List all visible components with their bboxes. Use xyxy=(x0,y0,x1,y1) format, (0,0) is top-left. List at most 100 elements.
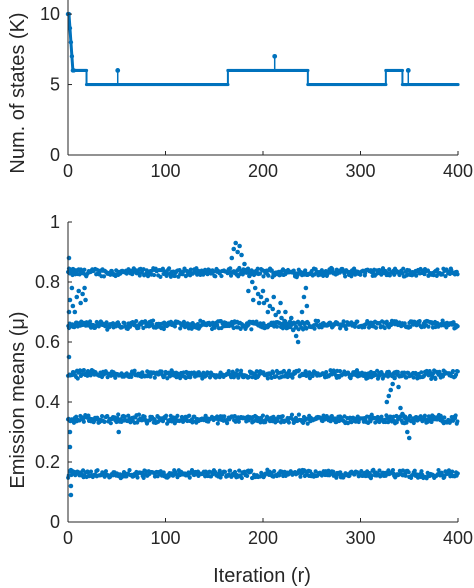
emission-x-tick-label: 0 xyxy=(63,528,73,548)
emission-point xyxy=(237,265,242,271)
emission-point xyxy=(99,414,105,419)
emission-point xyxy=(250,375,255,380)
emission-transient-point xyxy=(258,294,264,300)
states-y-tick-label: 0 xyxy=(50,145,60,165)
emission-point xyxy=(166,266,172,271)
emission-transient-point xyxy=(285,321,290,327)
states-spike-point xyxy=(405,68,411,73)
emission-point xyxy=(316,318,321,324)
states-axes: 0 100 200 300 400 0 5 10 xyxy=(40,0,473,181)
emission-point xyxy=(274,374,279,379)
emission-y-axis-label: Emission means (μ) xyxy=(7,311,29,488)
emission-point xyxy=(101,274,107,279)
states-y-axis-label: Num. of states (K) xyxy=(7,12,29,173)
emission-point xyxy=(418,414,423,419)
emission-point xyxy=(304,326,309,331)
emission-transient-point xyxy=(68,483,74,489)
emission-point xyxy=(296,368,302,373)
emission-point xyxy=(85,373,90,378)
states-point xyxy=(68,40,74,45)
emission-point xyxy=(382,325,387,331)
emission-transient-point xyxy=(290,327,296,333)
emission-point xyxy=(406,470,411,475)
emission-point xyxy=(252,372,258,377)
emission-transient-point xyxy=(252,285,258,291)
states-spike-point xyxy=(272,53,278,59)
emission-point xyxy=(392,272,397,277)
emission-y-tick-label: 1 xyxy=(50,212,60,232)
emission-point xyxy=(116,412,121,417)
emission-point xyxy=(77,368,83,373)
emission-point xyxy=(352,324,358,329)
emission-transient-point xyxy=(231,246,237,252)
emission-transient-point xyxy=(392,375,397,381)
emission-transient-point xyxy=(250,297,256,303)
emission-point xyxy=(75,376,80,381)
emission-point xyxy=(232,469,238,475)
emission-point xyxy=(407,413,413,419)
emission-point xyxy=(81,419,86,424)
emission-transient-point xyxy=(249,279,255,285)
emission-point xyxy=(213,469,218,475)
emission-point xyxy=(390,468,396,473)
emission-point xyxy=(401,266,406,271)
emission-point xyxy=(286,420,291,425)
emission-point xyxy=(122,320,127,326)
emission-transient-point xyxy=(406,435,412,441)
emission-transient-point xyxy=(398,405,403,411)
emission-point xyxy=(261,274,266,279)
emission-point xyxy=(433,376,438,381)
emission-transient-point xyxy=(72,309,78,315)
emission-point xyxy=(95,468,100,473)
emission-point xyxy=(127,468,132,473)
emission-point xyxy=(132,368,137,373)
emission-transient-point xyxy=(229,255,235,261)
emission-transient-point xyxy=(388,387,394,393)
emission-point xyxy=(414,273,419,278)
emission-point xyxy=(419,370,424,375)
emission-point xyxy=(235,368,240,373)
emission-point xyxy=(175,413,180,418)
emission-point xyxy=(275,418,280,423)
states-x-tick-label: 100 xyxy=(150,161,180,181)
states-point xyxy=(69,54,75,59)
emission-transient-point xyxy=(67,429,73,435)
emission-point xyxy=(373,325,379,330)
emission-point xyxy=(137,273,142,278)
emission-transient-point xyxy=(293,333,299,339)
states-y-tick-label: 10 xyxy=(40,4,60,24)
emission-point xyxy=(263,420,268,425)
emission-point xyxy=(225,421,230,426)
emission-y-tick-label: 0.2 xyxy=(35,452,60,472)
emission-point xyxy=(331,469,336,474)
emission-point xyxy=(424,476,429,481)
emission-transient-point xyxy=(66,309,72,315)
emission-point xyxy=(129,374,134,379)
emission-transient-point xyxy=(239,252,244,258)
emission-point xyxy=(402,370,407,375)
emission-point xyxy=(328,368,333,373)
emission-point xyxy=(343,274,348,279)
emission-point xyxy=(269,268,274,273)
emission-transient-point xyxy=(74,294,80,300)
emission-point xyxy=(260,413,266,418)
emission-point xyxy=(228,266,233,271)
emission-point xyxy=(440,271,445,276)
emission-transient-point xyxy=(384,399,390,405)
emission-point xyxy=(82,267,87,272)
emission-transient-point xyxy=(301,294,307,300)
emission-point xyxy=(152,375,157,380)
emission-point xyxy=(266,273,271,278)
emission-point xyxy=(257,271,263,276)
emission-transient-point xyxy=(70,303,76,309)
emission-x-tick-label: 300 xyxy=(345,528,375,548)
states-spike-point xyxy=(115,68,121,73)
emission-point xyxy=(127,324,133,329)
emission-point xyxy=(408,324,413,330)
emission-point xyxy=(249,327,254,332)
emission-transient-point xyxy=(66,255,72,261)
emission-transient-point xyxy=(265,309,271,315)
emission-transient-point xyxy=(288,315,294,321)
emission-transient-point xyxy=(279,315,284,321)
emission-point xyxy=(227,468,233,473)
